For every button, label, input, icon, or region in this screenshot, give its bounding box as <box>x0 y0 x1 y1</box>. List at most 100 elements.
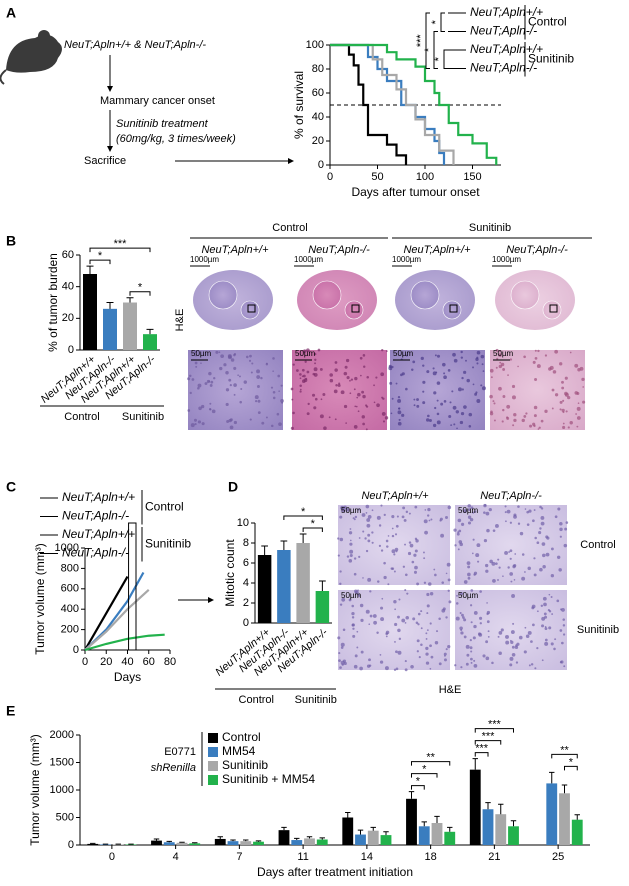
x-tick-label: 0 <box>82 656 88 668</box>
nucleus <box>559 629 563 632</box>
nucleus <box>353 388 356 391</box>
nucleus <box>492 529 496 533</box>
nucleus <box>341 597 346 602</box>
x-tick-label: 18 <box>425 851 437 863</box>
error-bar <box>299 533 307 543</box>
nucleus <box>542 596 547 601</box>
y-tick-label: 8 <box>243 537 249 549</box>
arrowhead <box>107 86 113 92</box>
histology-image <box>490 350 585 430</box>
y-tick-label: 2 <box>243 597 249 609</box>
nucleus <box>227 354 232 359</box>
nucleus <box>334 361 338 364</box>
nucleus <box>465 359 467 362</box>
nucleus <box>509 663 513 667</box>
nucleus <box>405 510 409 514</box>
nucleus <box>270 424 274 428</box>
nucleus <box>562 411 565 414</box>
nucleus <box>405 387 408 391</box>
nucleus <box>470 657 473 661</box>
column-label: NeuT;Apln+/+ <box>361 490 429 502</box>
row-label: Control <box>580 539 615 551</box>
panel-label: D <box>228 479 238 495</box>
nucleus <box>460 631 464 635</box>
y-tick-label: 60 <box>312 87 324 99</box>
legend-label: NeuT;Apln+/+ <box>62 490 135 504</box>
nucleus <box>414 565 418 570</box>
bar <box>406 798 417 845</box>
nucleus <box>365 512 368 514</box>
nucleus <box>398 637 402 641</box>
nucleus <box>466 378 470 383</box>
nucleus <box>426 418 430 422</box>
nucleus <box>265 363 269 366</box>
nucleus <box>346 376 350 380</box>
scale-label: 50µm <box>458 591 479 600</box>
nucleus <box>385 635 388 638</box>
x-tick-label: 20 <box>100 656 112 668</box>
tumor-nodule <box>510 280 540 310</box>
nucleus <box>426 370 430 374</box>
nucleus <box>379 653 382 656</box>
nucleus <box>366 376 369 379</box>
nucleus <box>228 378 232 382</box>
error-bar <box>472 758 478 770</box>
nucleus <box>384 666 389 671</box>
nucleus <box>532 360 536 364</box>
nucleus <box>194 423 197 426</box>
significance-label: ** <box>426 752 435 764</box>
nucleus <box>396 515 399 518</box>
nucleus <box>367 539 371 543</box>
nucleus <box>424 530 428 535</box>
nucleus <box>454 664 457 667</box>
y-axis-label: Mitotic count <box>223 539 237 607</box>
significance-bracket <box>564 765 578 771</box>
highlight-box <box>128 522 137 651</box>
nucleus <box>425 661 430 665</box>
error-bar <box>153 838 160 841</box>
nucleus <box>470 621 473 624</box>
nucleus <box>434 573 437 577</box>
nucleus <box>533 509 536 511</box>
schematic-text: (60mg/kg, 3 times/week) <box>116 133 236 145</box>
nucleus <box>401 618 406 623</box>
nucleus <box>517 522 521 525</box>
nucleus <box>443 372 446 375</box>
nucleus <box>469 604 473 607</box>
significance-bracket <box>425 12 430 69</box>
nucleus <box>351 604 355 608</box>
nucleus <box>211 409 216 414</box>
nucleus <box>249 418 252 421</box>
nucleus <box>569 351 572 354</box>
error-bar <box>319 837 325 840</box>
error-bar <box>306 836 313 839</box>
nucleus <box>556 555 561 559</box>
nucleus <box>495 562 498 565</box>
nucleus <box>381 411 386 416</box>
nucleus <box>565 521 569 524</box>
nucleus <box>536 364 541 369</box>
significance-bracket <box>440 12 445 32</box>
nucleus <box>365 404 368 407</box>
nucleus <box>313 352 317 356</box>
nucleus <box>380 549 384 552</box>
nucleus <box>473 659 476 662</box>
nucleus <box>386 350 388 352</box>
nucleus <box>577 402 580 405</box>
nucleus <box>317 348 321 352</box>
nucleus <box>471 552 474 555</box>
error-bar <box>106 302 114 309</box>
nucleus <box>229 425 234 430</box>
bar <box>571 819 583 845</box>
nucleus <box>365 609 370 614</box>
nucleus <box>493 419 496 422</box>
histology-image <box>390 350 485 430</box>
nucleus <box>426 612 429 615</box>
nucleus <box>476 543 481 548</box>
nucleus <box>430 518 433 521</box>
nucleus <box>406 592 409 595</box>
nucleus <box>562 422 565 425</box>
nucleus <box>493 402 496 405</box>
nucleus <box>541 616 546 621</box>
bar <box>316 839 328 845</box>
